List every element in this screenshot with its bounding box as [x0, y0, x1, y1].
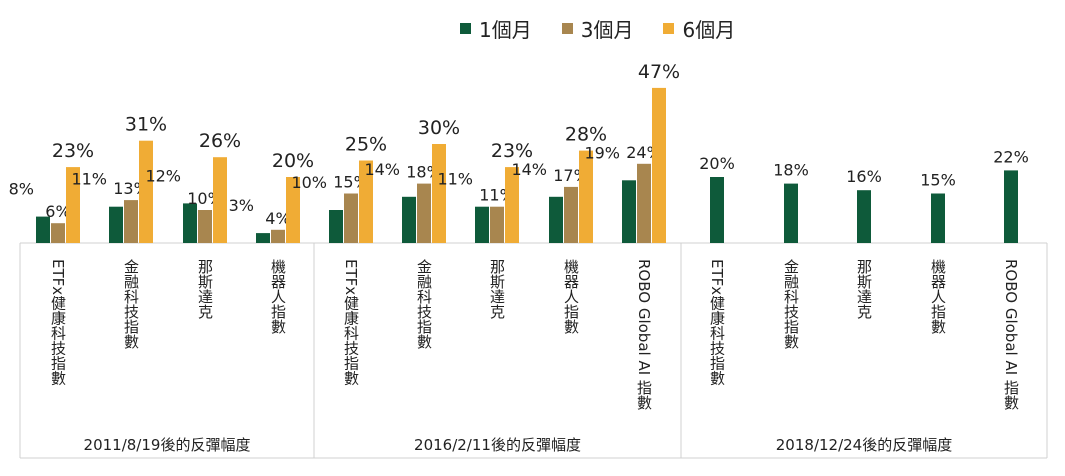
data-label-1m-g2-c1: 18%: [773, 161, 809, 180]
group-label-0: 2011/8/19後的反彈幅度: [84, 436, 251, 454]
bar-3m-g0-c2: [198, 210, 212, 243]
data-label-6m-g1-c1: 30%: [418, 117, 460, 139]
category-label-g1-c0: ETFx健康科技指數: [342, 259, 360, 385]
data-label-1m-g2-c2: 16%: [846, 167, 882, 186]
group-label-2: 2018/12/24後的反彈幅度: [776, 436, 952, 454]
data-label-1m-g0-c0: 8%: [9, 180, 34, 199]
data-label-1m-g0-c3: 3%: [229, 196, 254, 215]
bar-6m-g0-c0: [66, 167, 80, 243]
bar-1m-g2-c1: [784, 183, 798, 243]
bar-1m-g1-c3: [549, 196, 563, 243]
legend-label-3m: 3個月: [580, 18, 634, 42]
category-label-g1-c4: ROBO Global AI 指數: [635, 259, 653, 410]
category-label-g2-c4: ROBO Global AI 指數: [1002, 259, 1020, 410]
data-label-6m-g0-c3: 20%: [272, 150, 314, 172]
bar-1m-g1-c4: [622, 180, 636, 243]
bar-1m-g2-c4: [1004, 170, 1018, 243]
bar-3m-g0-c3: [271, 229, 285, 243]
bar-3m-g1-c4: [637, 163, 651, 243]
data-label-1m-g1-c0: 10%: [291, 173, 327, 192]
bar-6m-g0-c2: [213, 157, 227, 243]
legend-swatch-3m: [561, 23, 573, 34]
legend-label-6m: 6個月: [682, 18, 736, 42]
bar-1m-g1-c2: [475, 206, 489, 243]
data-label-3m-g0-c3: 4%: [265, 209, 290, 228]
data-label-6m-g1-c3: 28%: [565, 124, 607, 146]
data-label-1m-g2-c3: 15%: [920, 171, 956, 190]
bar-6m-g1-c0: [359, 160, 373, 243]
group-label-1: 2016/2/11後的反彈幅度: [414, 436, 581, 454]
legend: 1個月 3個月 6個月: [460, 14, 735, 43]
bar-3m-g1-c2: [490, 206, 504, 243]
bar-3m-g0-c1: [124, 200, 138, 243]
data-label-1m-g1-c4: 19%: [584, 143, 620, 162]
data-label-3m-g0-c0: 6%: [45, 202, 70, 221]
category-label-g2-c3: 機器人指數: [929, 259, 947, 334]
bar-6m-g0-c1: [139, 140, 153, 243]
data-label-6m-g1-c2: 23%: [491, 140, 533, 162]
bar-3m-g0-c0: [51, 223, 65, 243]
category-label-g1-c3: 機器人指數: [562, 259, 580, 334]
bar-1m-g2-c3: [931, 193, 945, 243]
category-label-g0-c1: 金融科技指數: [122, 259, 140, 349]
data-label-1m-g2-c0: 20%: [699, 154, 735, 173]
bar-6m-g1-c1: [432, 144, 446, 243]
category-label-g0-c0: ETFx健康科技指數: [49, 259, 67, 385]
data-label-1m-g1-c2: 11%: [437, 170, 473, 189]
data-label-1m-g2-c4: 22%: [993, 147, 1029, 166]
bar-6m-g1-c4: [652, 87, 666, 244]
bar-1m-g0-c2: [183, 203, 197, 243]
category-label-g0-c3: 機器人指數: [269, 259, 287, 334]
bar-1m-g2-c0: [710, 177, 724, 243]
category-label-g1-c1: 金融科技指數: [415, 259, 433, 349]
bar-1m-g0-c0: [36, 216, 50, 243]
data-label-6m-g0-c1: 31%: [125, 114, 167, 136]
legend-label-1m: 1個月: [479, 18, 532, 42]
data-label-6m-g1-c4: 47%: [638, 61, 680, 83]
bar-6m-g1-c2: [505, 167, 519, 243]
data-label-1m-g0-c1: 11%: [71, 170, 107, 189]
data-label-6m-g0-c0: 23%: [52, 140, 94, 162]
category-label-g0-c2: 那斯達克: [196, 259, 214, 320]
bar-1m-g0-c3: [256, 233, 270, 243]
data-label-1m-g0-c2: 12%: [145, 166, 181, 185]
category-label-g2-c1: 金融科技指數: [782, 259, 800, 349]
bar-1m-g1-c0: [329, 210, 343, 243]
legend-item-3m: 3個月: [561, 14, 634, 43]
category-label-g2-c2: 那斯達克: [855, 259, 873, 320]
bar-3m-g1-c0: [344, 193, 358, 243]
bar-3m-g1-c3: [564, 186, 578, 243]
bar-1m-g0-c1: [109, 206, 123, 243]
category-label-g2-c0: ETFx健康科技指數: [708, 259, 726, 385]
data-label-6m-g1-c0: 25%: [345, 134, 387, 156]
bar-1m-g2-c2: [857, 190, 871, 243]
legend-swatch-6m: [663, 23, 675, 34]
legend-item-6m: 6個月: [663, 14, 735, 43]
legend-item-1m: 1個月: [460, 14, 532, 43]
bar-6m-g1-c3: [579, 150, 593, 243]
data-label-6m-g0-c2: 26%: [199, 130, 241, 152]
bar-6m-g0-c3: [286, 177, 300, 243]
data-label-1m-g1-c1: 14%: [364, 160, 400, 179]
bar-1m-g1-c1: [402, 196, 416, 243]
legend-swatch-1m: [460, 23, 471, 34]
category-label-g1-c2: 那斯達克: [488, 259, 506, 320]
data-label-1m-g1-c3: 14%: [511, 160, 547, 179]
bar-3m-g1-c1: [417, 183, 431, 243]
